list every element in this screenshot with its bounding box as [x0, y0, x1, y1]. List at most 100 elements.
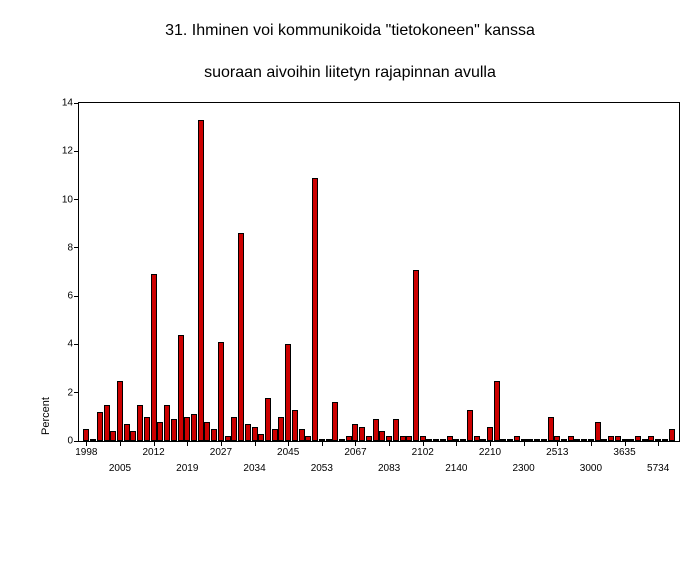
- xtick-mark: [288, 441, 289, 446]
- bar: [117, 381, 123, 441]
- xtick-mark: [524, 441, 525, 446]
- bar: [662, 439, 668, 441]
- bar: [272, 429, 278, 441]
- xtick-label: 5734: [647, 463, 669, 474]
- ytick-label: 14: [62, 98, 79, 109]
- xtick-label: 2140: [445, 463, 467, 474]
- bar: [339, 439, 345, 441]
- xtick-mark: [658, 441, 659, 446]
- bar: [238, 233, 244, 441]
- xtick-mark: [591, 441, 592, 446]
- bar: [83, 429, 89, 441]
- bar: [480, 439, 486, 441]
- xtick-mark: [389, 441, 390, 446]
- bar: [413, 270, 419, 441]
- xtick-label: 3000: [580, 463, 602, 474]
- bar: [669, 429, 675, 441]
- chart-container: 31. Ihminen voi kommunikoida "tietokonee…: [0, 0, 700, 561]
- xtick-mark: [625, 441, 626, 446]
- bar: [568, 436, 574, 441]
- bar: [292, 410, 298, 441]
- bar: [534, 439, 540, 441]
- bar: [184, 417, 190, 441]
- bar: [601, 439, 607, 441]
- xtick-label: 2102: [412, 447, 434, 458]
- xtick-mark: [456, 441, 457, 446]
- plot-area: 0246810121419982005201220192027203420452…: [78, 102, 680, 442]
- bar: [608, 436, 614, 441]
- bar: [487, 427, 493, 441]
- bar: [285, 344, 291, 441]
- bar: [433, 439, 439, 441]
- bar: [460, 439, 466, 441]
- ytick-label: 10: [62, 194, 79, 205]
- bar: [191, 414, 197, 441]
- bar: [514, 436, 520, 441]
- bar: [97, 412, 103, 441]
- ytick-label: 12: [62, 146, 79, 157]
- bar: [373, 419, 379, 441]
- bar: [245, 424, 251, 441]
- bar: [628, 439, 634, 441]
- bar: [198, 120, 204, 441]
- bar: [447, 436, 453, 441]
- bar: [346, 436, 352, 441]
- bar: [635, 436, 641, 441]
- xtick-label: 2034: [243, 463, 265, 474]
- bar: [124, 424, 130, 441]
- bar: [90, 439, 96, 441]
- bar: [474, 436, 480, 441]
- bar: [137, 405, 143, 441]
- bar: [258, 434, 264, 441]
- bar: [151, 274, 157, 441]
- ytick-label: 8: [67, 242, 79, 253]
- bar: [130, 431, 136, 441]
- bar: [366, 436, 372, 441]
- bar: [574, 439, 580, 441]
- bar: [218, 342, 224, 441]
- bar: [305, 436, 311, 441]
- xtick-label: 2005: [109, 463, 131, 474]
- ytick-label: 2: [67, 387, 79, 398]
- bar: [110, 431, 116, 441]
- bar: [352, 424, 358, 441]
- ytick-label: 0: [67, 436, 79, 447]
- xtick-label: 2300: [513, 463, 535, 474]
- bar: [467, 410, 473, 441]
- bar: [648, 436, 654, 441]
- bar: [231, 417, 237, 441]
- bar: [527, 439, 533, 441]
- xtick-label: 2019: [176, 463, 198, 474]
- bar: [144, 417, 150, 441]
- xtick-label: 2067: [344, 447, 366, 458]
- bar: [507, 439, 513, 441]
- bar: [171, 419, 177, 441]
- bar: [642, 439, 648, 441]
- bar: [440, 439, 446, 441]
- xtick-mark: [423, 441, 424, 446]
- bar: [211, 429, 217, 441]
- xtick-label: 2027: [210, 447, 232, 458]
- bar: [561, 439, 567, 441]
- xtick-label: 2045: [277, 447, 299, 458]
- xtick-label: 2513: [546, 447, 568, 458]
- bar: [265, 398, 271, 441]
- bar: [312, 178, 318, 441]
- xtick-mark: [557, 441, 558, 446]
- bar: [379, 431, 385, 441]
- bar: [393, 419, 399, 441]
- bar: [494, 381, 500, 441]
- xtick-mark: [255, 441, 256, 446]
- bar: [615, 436, 621, 441]
- bar: [278, 417, 284, 441]
- bar: [332, 402, 338, 441]
- xtick-mark: [154, 441, 155, 446]
- bar: [400, 436, 406, 441]
- bar: [178, 335, 184, 441]
- bar: [164, 405, 170, 441]
- xtick-mark: [120, 441, 121, 446]
- chart-title-line2: suoraan aivoihin liitetyn rajapinnan avu…: [0, 64, 700, 82]
- bar: [541, 439, 547, 441]
- xtick-label: 2012: [143, 447, 165, 458]
- xtick-label: 2053: [311, 463, 333, 474]
